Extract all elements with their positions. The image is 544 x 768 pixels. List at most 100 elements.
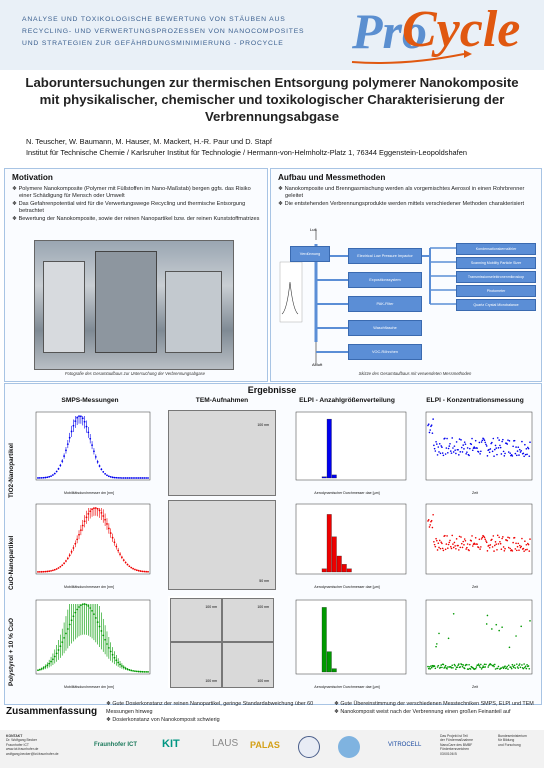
data-point xyxy=(122,477,125,479)
data-point xyxy=(63,562,66,565)
data-point xyxy=(85,603,88,606)
data-point xyxy=(89,510,92,513)
data-point xyxy=(445,447,448,449)
photo-cabinet xyxy=(43,261,85,353)
diagram-photometer: Photometer xyxy=(456,285,536,297)
data-point xyxy=(50,660,52,663)
title-line: mit physikalischer, chemischer und toxik… xyxy=(39,92,505,107)
data-point xyxy=(507,439,509,441)
data-point xyxy=(124,667,127,670)
data-point xyxy=(463,441,466,443)
data-point xyxy=(495,447,498,449)
data-point xyxy=(432,418,434,420)
data-point xyxy=(528,455,531,457)
data-point xyxy=(503,550,506,552)
data-point xyxy=(109,475,112,478)
data-point xyxy=(453,663,456,666)
data-point xyxy=(463,543,465,546)
diagram-qcm: Quartz Crystal Microbalance xyxy=(456,299,536,311)
data-point xyxy=(529,620,531,622)
data-point xyxy=(457,664,459,667)
data-point xyxy=(434,545,437,548)
data-point xyxy=(122,666,125,669)
data-point xyxy=(524,453,527,456)
data-point xyxy=(509,547,511,550)
data-point xyxy=(524,666,526,669)
tem-tile: 100 nm xyxy=(170,598,222,642)
data-point xyxy=(518,663,521,665)
data-point xyxy=(96,507,99,510)
data-point xyxy=(93,450,95,453)
data-point xyxy=(107,527,110,530)
data-point xyxy=(72,615,75,618)
data-point xyxy=(521,537,523,540)
data-point xyxy=(460,536,462,538)
data-point xyxy=(476,447,478,449)
data-point xyxy=(448,541,451,544)
data-point xyxy=(63,636,66,639)
data-point xyxy=(427,424,429,427)
data-point xyxy=(428,666,431,668)
data-point xyxy=(429,524,432,526)
histogram-bar xyxy=(321,476,327,479)
data-point xyxy=(126,668,129,671)
data-point xyxy=(98,509,101,512)
data-point xyxy=(63,455,66,457)
data-point xyxy=(134,670,136,673)
methods-title: Aufbau und Messmethoden xyxy=(278,173,386,182)
data-point xyxy=(104,518,107,521)
header-band xyxy=(0,0,544,70)
data-point xyxy=(470,540,473,542)
data-point xyxy=(462,664,465,666)
elpi-conc-chart-cuo: Zeit xyxy=(425,503,533,589)
data-point xyxy=(107,475,110,478)
histogram-bar xyxy=(326,651,332,673)
data-point xyxy=(459,666,462,668)
data-point xyxy=(494,444,497,447)
data-point xyxy=(79,604,82,607)
data-point xyxy=(40,476,43,479)
data-point xyxy=(464,539,467,542)
data-point xyxy=(486,614,489,617)
data-point xyxy=(461,665,464,668)
data-point xyxy=(74,542,77,545)
poster-title: Laboruntersuchungen zur thermischen Ents… xyxy=(0,74,544,125)
row-ps-label: Polystyrol + 10 % CuO xyxy=(8,617,15,686)
data-point xyxy=(457,448,459,451)
data-point xyxy=(66,443,69,446)
data-point xyxy=(119,477,121,479)
data-point xyxy=(513,664,516,667)
data-point xyxy=(488,451,491,454)
data-point xyxy=(52,474,54,476)
data-point xyxy=(491,450,494,453)
data-point xyxy=(454,545,456,547)
data-point xyxy=(145,477,148,479)
data-point xyxy=(467,668,470,670)
authors: N. Teuscher, W. Baumann, M. Hauser, M. M… xyxy=(26,137,272,146)
data-point xyxy=(450,547,453,550)
data-point xyxy=(494,668,497,670)
data-point xyxy=(455,547,457,550)
data-point xyxy=(438,539,441,542)
data-point xyxy=(442,549,445,552)
data-point xyxy=(115,476,118,479)
data-point xyxy=(53,568,56,571)
data-point xyxy=(452,667,454,669)
data-point xyxy=(466,546,468,549)
data-point xyxy=(436,454,439,456)
smps-chart-ps: Mobilitätsdurchmesser dm [nm] xyxy=(35,599,151,689)
data-point xyxy=(459,546,462,549)
data-point xyxy=(68,436,71,439)
data-point xyxy=(527,665,530,667)
data-point xyxy=(493,550,495,552)
data-point xyxy=(484,666,487,668)
data-point xyxy=(102,471,105,473)
plot-frame xyxy=(295,503,407,575)
data-point xyxy=(439,452,442,455)
data-point xyxy=(126,563,129,566)
data-point xyxy=(456,666,459,668)
data-point xyxy=(458,438,461,440)
data-point xyxy=(497,543,500,545)
data-point xyxy=(72,424,75,427)
x-axis-label: Aerodynamischer Durchmesser dae [µm] xyxy=(314,585,379,589)
